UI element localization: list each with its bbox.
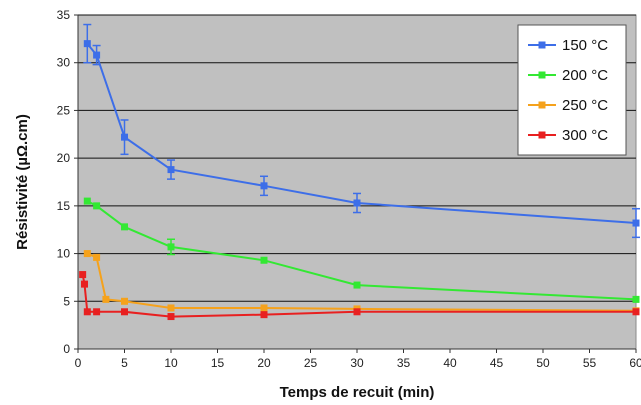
data-point <box>354 308 361 315</box>
x-tick-label: 35 <box>397 356 411 370</box>
data-point <box>93 202 100 209</box>
data-point <box>84 308 91 315</box>
data-point <box>633 296 640 303</box>
y-tick-label: 25 <box>57 103 71 117</box>
data-point <box>168 243 175 250</box>
y-tick-label: 30 <box>57 56 71 70</box>
y-tick-labels: 0 5 10 15 20 25 30 35 <box>57 8 71 356</box>
data-point <box>93 52 100 59</box>
data-point <box>354 282 361 289</box>
y-tick-label: 20 <box>57 151 71 165</box>
data-point <box>81 281 88 288</box>
legend-label: 150 °C <box>562 37 608 54</box>
legend-marker <box>539 42 546 49</box>
data-point <box>84 250 91 257</box>
data-point <box>168 313 175 320</box>
data-point <box>261 304 268 311</box>
y-tick-label: 5 <box>63 294 70 308</box>
data-point <box>121 134 128 141</box>
y-tick-label: 35 <box>57 8 71 22</box>
x-axis-title: Temps de recuit (min) <box>280 384 435 401</box>
data-point <box>168 304 175 311</box>
x-tick-label: 5 <box>121 356 128 370</box>
data-point <box>168 166 175 173</box>
x-tick-label: 0 <box>75 356 82 370</box>
x-tick-label: 40 <box>443 356 457 370</box>
data-point <box>261 311 268 318</box>
y-tick-label: 10 <box>57 247 71 261</box>
data-point <box>121 308 128 315</box>
x-tick-label: 10 <box>164 356 178 370</box>
legend-label: 200 °C <box>562 67 608 84</box>
data-point <box>84 198 91 205</box>
legend: 150 °C 200 °C 250 °C 300 °C <box>518 25 626 155</box>
data-point <box>633 308 640 315</box>
data-point <box>354 199 361 206</box>
y-axis-title: Résistivité (µΩ.cm) <box>14 114 31 250</box>
x-tick-label: 45 <box>490 356 504 370</box>
x-tick-label: 50 <box>536 356 550 370</box>
y-tick-label: 15 <box>57 199 71 213</box>
legend-marker <box>539 72 546 79</box>
data-point <box>261 182 268 189</box>
legend-label: 250 °C <box>562 97 608 114</box>
legend-label: 300 °C <box>562 127 608 144</box>
data-point <box>93 254 100 261</box>
x-tick-labels: 0 5 10 15 20 25 30 35 40 45 50 55 60 <box>75 356 641 370</box>
data-point <box>93 308 100 315</box>
x-tick-label: 30 <box>350 356 364 370</box>
data-point <box>121 223 128 230</box>
data-point <box>79 271 86 278</box>
x-tick-label: 15 <box>211 356 225 370</box>
data-point <box>633 220 640 227</box>
x-tick-label: 20 <box>257 356 271 370</box>
x-tick-label: 55 <box>583 356 597 370</box>
x-tick-label: 25 <box>304 356 318 370</box>
data-point <box>261 257 268 264</box>
data-point <box>121 298 128 305</box>
legend-marker <box>539 132 546 139</box>
y-tick-label: 0 <box>63 342 70 356</box>
data-point <box>84 40 91 47</box>
legend-marker <box>539 102 546 109</box>
x-tick-label: 60 <box>629 356 641 370</box>
data-point <box>102 296 109 303</box>
